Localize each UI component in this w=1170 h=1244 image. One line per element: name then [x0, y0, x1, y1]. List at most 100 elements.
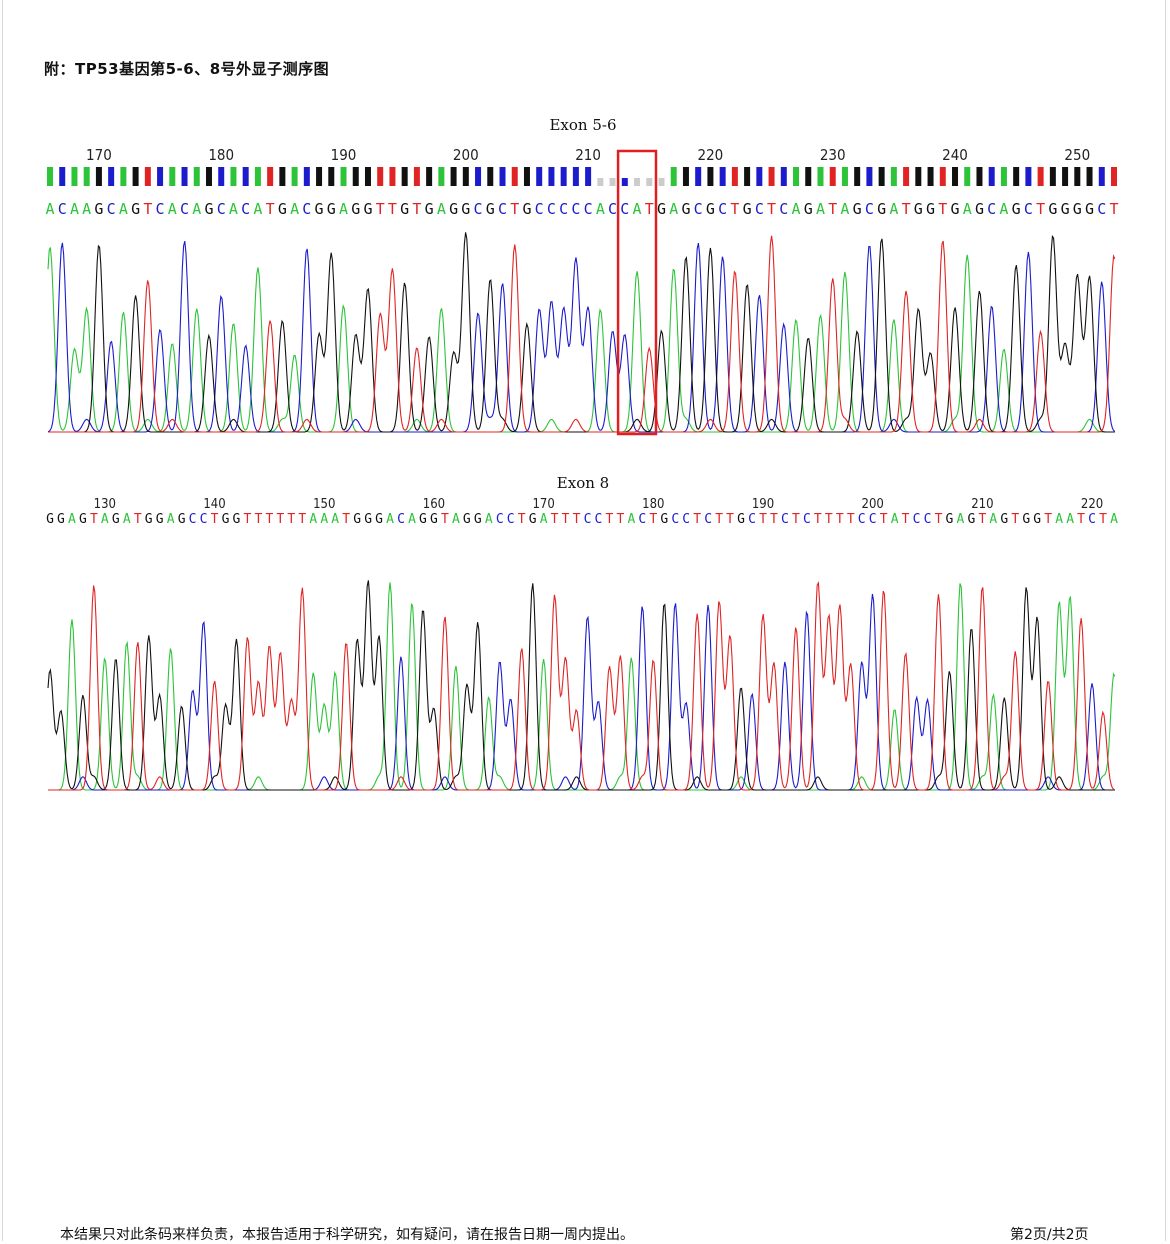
base-call: C: [474, 200, 483, 218]
base-call: G: [156, 512, 164, 527]
base-call: T: [1044, 512, 1052, 527]
position-tick-label: 240: [942, 146, 968, 164]
quality-bar: [805, 167, 812, 186]
position-tick-label: 190: [331, 146, 357, 164]
base-call: A: [633, 200, 642, 218]
base-call: C: [189, 512, 197, 527]
trace-line-C: [47, 240, 1116, 433]
base-call: C: [302, 200, 311, 218]
quality-bar: [523, 167, 530, 186]
quality-bar: [83, 167, 90, 186]
base-call: G: [233, 512, 241, 527]
quality-bar: [866, 167, 873, 186]
base-call: T: [562, 512, 570, 527]
base-call: G: [1033, 512, 1041, 527]
quality-bar: [169, 167, 176, 186]
quality-bar: [193, 167, 200, 186]
base-call: A: [1055, 512, 1063, 527]
base-call: C: [924, 512, 932, 527]
base-call: T: [606, 512, 614, 527]
base-call: T: [767, 200, 776, 218]
base-call: G: [1022, 512, 1030, 527]
quality-bar: [817, 167, 824, 186]
quality-bar: [401, 167, 408, 186]
base-call: T: [1077, 512, 1085, 527]
quality-bar: [731, 167, 738, 186]
base-call: A: [627, 512, 635, 527]
base-call: C: [1097, 200, 1106, 218]
base-call: A: [437, 200, 446, 218]
base-call: A: [999, 200, 1008, 218]
base-call: C: [507, 512, 515, 527]
base-call: A: [485, 512, 493, 527]
base-call: G: [430, 512, 438, 527]
base-call: T: [880, 512, 888, 527]
base-call: G: [204, 200, 213, 218]
base-call: T: [1011, 512, 1019, 527]
base-call: A: [408, 512, 416, 527]
base-call: C: [682, 512, 690, 527]
base-call: T: [412, 200, 421, 218]
base-call: C: [865, 200, 874, 218]
quality-bar: [1111, 167, 1117, 186]
base-call: T: [825, 512, 833, 527]
base-call: G: [660, 512, 668, 527]
quality-bar: [279, 167, 286, 186]
base-call: G: [522, 200, 531, 218]
base-call: G: [327, 200, 336, 218]
quality-bar: [47, 167, 53, 186]
quality-bar: [1000, 167, 1007, 186]
base-call: A: [452, 512, 460, 527]
base-call: T: [978, 512, 986, 527]
quality-bar: [120, 167, 127, 186]
base-call: A: [816, 200, 825, 218]
quality-bar: [744, 167, 751, 186]
quality-bar: [585, 167, 592, 186]
base-call: C: [595, 512, 603, 527]
base-call: G: [364, 512, 372, 527]
base-call: C: [584, 200, 593, 218]
base-call: T: [935, 512, 943, 527]
base-call: C: [547, 200, 556, 218]
base-call: T: [693, 512, 701, 527]
base-call: G: [853, 200, 862, 218]
base-call: G: [315, 200, 324, 218]
position-tick-label: 220: [1081, 497, 1103, 512]
position-tick-label: 150: [313, 497, 335, 512]
base-call: C: [180, 200, 189, 218]
base-call: T: [211, 512, 219, 527]
base-call: G: [706, 200, 715, 218]
page-number: 第2页/共2页: [1010, 1227, 1089, 1243]
position-tick-label: 160: [423, 497, 445, 512]
quality-bar: [780, 167, 787, 186]
quality-bar: [854, 167, 861, 186]
quality-bar: [768, 167, 775, 186]
base-call: G: [178, 512, 186, 527]
base-call: C: [498, 200, 507, 218]
quality-bar: [205, 167, 212, 186]
quality-bar: [438, 167, 445, 186]
base-call: T: [551, 512, 559, 527]
base-call: T: [441, 512, 449, 527]
base-call: A: [1110, 512, 1118, 527]
quality-bar: [707, 167, 714, 186]
trace-line-T: [48, 235, 1116, 433]
quality-bar: [695, 167, 702, 186]
base-call: T: [847, 512, 855, 527]
base-call: C: [200, 512, 208, 527]
base-call: G: [1085, 200, 1094, 218]
base-call: A: [331, 512, 339, 527]
base-call: A: [119, 200, 128, 218]
quality-bar: [291, 167, 298, 186]
base-call: A: [70, 200, 79, 218]
base-call: G: [926, 200, 935, 218]
quality-bar: [1037, 167, 1044, 186]
quality-bar: [499, 167, 506, 186]
quality-bar: [756, 167, 763, 186]
base-call: T: [244, 512, 252, 527]
base-call: T: [342, 512, 350, 527]
base-call: C: [241, 200, 250, 218]
quality-bar: [793, 167, 800, 186]
base-call: A: [320, 512, 328, 527]
quality-bar: [450, 167, 457, 186]
